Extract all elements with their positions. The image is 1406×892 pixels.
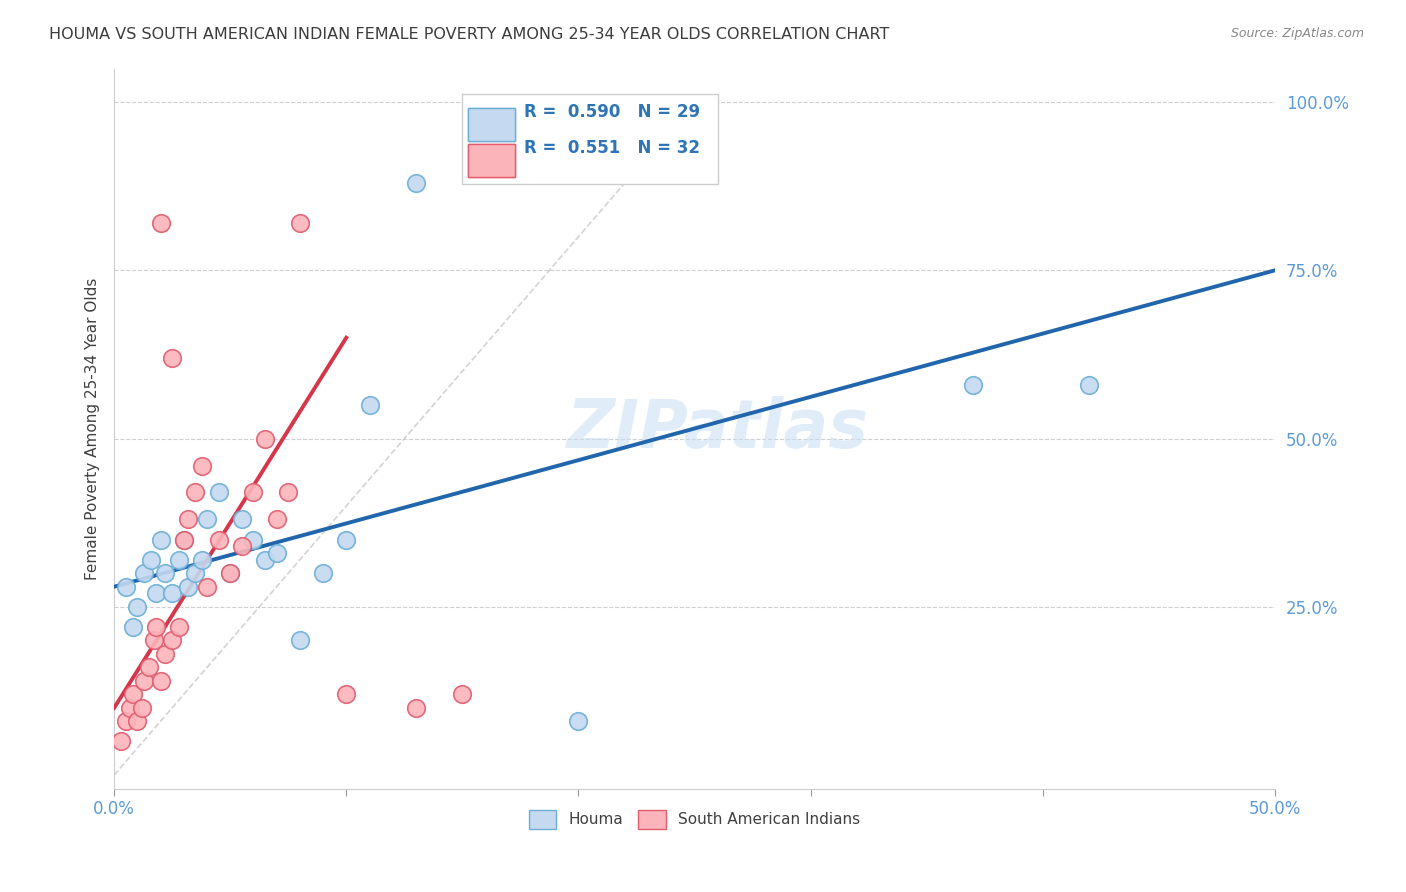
Point bbox=[219, 566, 242, 581]
Point bbox=[242, 533, 264, 547]
Point bbox=[160, 633, 183, 648]
Point bbox=[335, 533, 357, 547]
Point bbox=[184, 566, 207, 581]
FancyBboxPatch shape bbox=[468, 145, 515, 177]
Point bbox=[405, 176, 427, 190]
Point bbox=[167, 553, 190, 567]
Point bbox=[134, 566, 156, 581]
Point bbox=[191, 458, 214, 473]
Point bbox=[138, 660, 160, 674]
Text: Source: ZipAtlas.com: Source: ZipAtlas.com bbox=[1230, 27, 1364, 40]
FancyBboxPatch shape bbox=[468, 108, 515, 141]
Point bbox=[219, 566, 242, 581]
Point bbox=[1078, 377, 1101, 392]
Point bbox=[184, 485, 207, 500]
Y-axis label: Female Poverty Among 25-34 Year Olds: Female Poverty Among 25-34 Year Olds bbox=[86, 277, 100, 580]
Point bbox=[145, 620, 167, 634]
Point bbox=[177, 512, 200, 526]
Point bbox=[405, 700, 427, 714]
Point bbox=[155, 566, 177, 581]
Point bbox=[160, 351, 183, 365]
Point bbox=[231, 539, 253, 553]
Point bbox=[242, 485, 264, 500]
Text: HOUMA VS SOUTH AMERICAN INDIAN FEMALE POVERTY AMONG 25-34 YEAR OLDS CORRELATION : HOUMA VS SOUTH AMERICAN INDIAN FEMALE PO… bbox=[49, 27, 890, 42]
Point bbox=[312, 566, 335, 581]
Point bbox=[173, 533, 195, 547]
FancyBboxPatch shape bbox=[463, 94, 717, 184]
Point bbox=[142, 633, 165, 648]
Point bbox=[121, 687, 143, 701]
Point bbox=[208, 485, 231, 500]
Point bbox=[359, 398, 381, 412]
Point bbox=[266, 512, 288, 526]
Point bbox=[120, 700, 142, 714]
Point bbox=[121, 620, 143, 634]
Point bbox=[149, 673, 172, 688]
Point bbox=[173, 533, 195, 547]
Point bbox=[114, 714, 136, 729]
Point bbox=[149, 533, 172, 547]
FancyBboxPatch shape bbox=[468, 108, 515, 141]
Point bbox=[962, 377, 984, 392]
Point bbox=[254, 553, 277, 567]
Point bbox=[208, 533, 231, 547]
Point bbox=[155, 647, 177, 661]
Point bbox=[131, 700, 153, 714]
Point bbox=[288, 216, 311, 230]
Point bbox=[149, 216, 172, 230]
FancyBboxPatch shape bbox=[468, 145, 515, 177]
Point bbox=[335, 687, 357, 701]
Point bbox=[195, 512, 218, 526]
Point bbox=[177, 580, 200, 594]
Point bbox=[141, 553, 163, 567]
Point bbox=[127, 714, 149, 729]
Point bbox=[167, 620, 190, 634]
Point bbox=[145, 586, 167, 600]
Point bbox=[191, 553, 214, 567]
Point bbox=[160, 586, 183, 600]
Point bbox=[127, 599, 149, 614]
Point bbox=[254, 432, 277, 446]
Point bbox=[567, 714, 589, 729]
Point bbox=[288, 633, 311, 648]
Point bbox=[195, 580, 218, 594]
Point bbox=[114, 580, 136, 594]
Point bbox=[134, 673, 156, 688]
Point bbox=[231, 512, 253, 526]
Point bbox=[451, 687, 474, 701]
Point bbox=[266, 546, 288, 560]
Point bbox=[277, 485, 299, 500]
Text: R =  0.551   N = 32: R = 0.551 N = 32 bbox=[524, 139, 700, 157]
Point bbox=[110, 734, 132, 748]
Text: ZIPatlas: ZIPatlas bbox=[567, 395, 869, 461]
Legend: Houma, South American Indians: Houma, South American Indians bbox=[523, 804, 866, 835]
Text: R =  0.590   N = 29: R = 0.590 N = 29 bbox=[524, 103, 700, 120]
